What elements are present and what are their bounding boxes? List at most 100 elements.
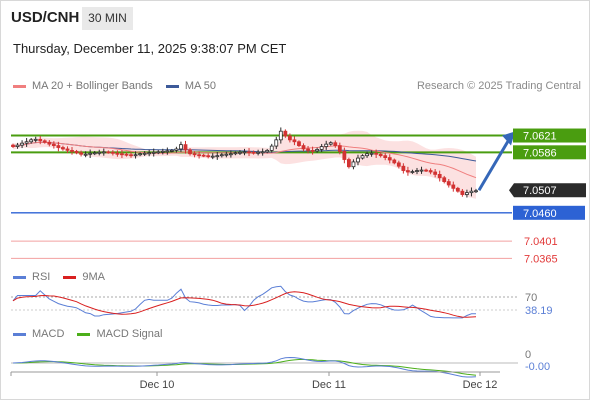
candle bbox=[129, 154, 133, 157]
candle bbox=[469, 190, 474, 194]
candle bbox=[24, 141, 29, 144]
candle bbox=[410, 171, 415, 173]
macd-signal-swatch bbox=[77, 332, 91, 336]
legend-macd-label: MACD bbox=[32, 328, 65, 340]
macd-line bbox=[12, 356, 477, 378]
candle bbox=[369, 152, 374, 155]
candle bbox=[15, 144, 20, 147]
candle bbox=[424, 169, 428, 172]
candle bbox=[233, 152, 238, 155]
level-label: 7.0365 bbox=[524, 253, 558, 265]
candle bbox=[228, 153, 233, 156]
candle bbox=[396, 162, 401, 167]
candle bbox=[115, 152, 120, 155]
candle bbox=[151, 151, 156, 154]
ma50-swatch bbox=[165, 84, 179, 88]
legend-rsi-label: RSI bbox=[32, 271, 51, 283]
candle bbox=[215, 155, 220, 158]
level-label-box bbox=[514, 183, 586, 198]
rsi-ma-line bbox=[12, 291, 477, 318]
level-label: 7.0507 bbox=[523, 185, 557, 197]
candle bbox=[238, 151, 242, 154]
macd-level-label: 0 bbox=[525, 349, 531, 361]
candle bbox=[147, 152, 152, 155]
candle bbox=[165, 150, 170, 153]
candle bbox=[419, 169, 424, 172]
candle bbox=[437, 173, 442, 179]
candle bbox=[297, 141, 301, 146]
level-label-box bbox=[513, 145, 586, 160]
candle bbox=[428, 170, 433, 173]
candle bbox=[79, 152, 83, 155]
candle bbox=[56, 145, 61, 148]
candle bbox=[210, 155, 215, 158]
candle bbox=[360, 155, 365, 159]
candle bbox=[133, 154, 138, 157]
candle bbox=[269, 145, 274, 151]
candle bbox=[283, 130, 288, 137]
candle bbox=[188, 149, 192, 155]
candle bbox=[197, 154, 202, 157]
candle bbox=[351, 161, 356, 168]
macd-signal-line bbox=[13, 359, 477, 376]
timeframe-badge[interactable]: 30 MIN bbox=[82, 7, 133, 30]
level-label-box bbox=[513, 128, 586, 143]
level-label-box bbox=[513, 205, 585, 220]
candle bbox=[442, 177, 447, 182]
candle bbox=[160, 150, 165, 153]
candle bbox=[11, 144, 15, 147]
legend-rsi-ma-label: 9MA bbox=[82, 271, 106, 283]
candle bbox=[110, 151, 115, 154]
legend-ma50: MA 50 bbox=[165, 80, 217, 92]
candle bbox=[474, 190, 478, 193]
candle bbox=[301, 145, 306, 150]
legend-rsi: RSI bbox=[13, 271, 50, 283]
level-label: 7.0586 bbox=[523, 147, 557, 159]
bollinger-band bbox=[13, 130, 476, 199]
candle bbox=[97, 151, 102, 154]
candle bbox=[251, 151, 256, 154]
candle bbox=[124, 153, 129, 156]
candle bbox=[347, 159, 351, 168]
candle bbox=[265, 149, 270, 153]
symbol-title: USD/CNH bbox=[11, 9, 80, 26]
candle bbox=[306, 148, 310, 151]
candle bbox=[315, 149, 320, 152]
macd-swatch bbox=[13, 332, 26, 336]
candle bbox=[287, 135, 292, 141]
candle bbox=[65, 148, 70, 151]
candle bbox=[256, 151, 261, 154]
chart-datetime: Thursday, December 11, 2025 9:38:07 PM C… bbox=[13, 41, 287, 56]
macd-current-label: -0.00 bbox=[525, 361, 550, 373]
candle bbox=[433, 171, 438, 175]
candle bbox=[156, 151, 161, 154]
candle bbox=[274, 139, 279, 147]
ma20-swatch bbox=[13, 84, 26, 88]
legend-ma50-label: MA 50 bbox=[184, 80, 217, 92]
candle bbox=[20, 142, 24, 146]
candle bbox=[401, 165, 406, 171]
candle bbox=[33, 138, 38, 141]
candle bbox=[74, 150, 79, 154]
candle bbox=[292, 139, 297, 143]
rsi-level-label: 70 bbox=[525, 292, 537, 304]
x-tick-label: Dec 12 bbox=[463, 379, 498, 391]
candle bbox=[378, 153, 383, 157]
candle bbox=[328, 142, 333, 145]
copyright-text: Research © 2025 Trading Central bbox=[416, 80, 581, 92]
level-label-pointer bbox=[509, 183, 514, 198]
candle bbox=[451, 184, 456, 189]
candle bbox=[324, 143, 329, 147]
candle bbox=[383, 155, 388, 158]
candle bbox=[460, 190, 465, 195]
x-tick-label: Dec 10 bbox=[140, 379, 175, 391]
candle bbox=[192, 153, 197, 156]
candle bbox=[83, 153, 88, 156]
candle bbox=[174, 148, 179, 151]
candle bbox=[415, 170, 419, 172]
candle bbox=[342, 150, 347, 160]
legend-macd-signal: MACD Signal bbox=[77, 328, 162, 340]
candle bbox=[38, 138, 43, 142]
legend-macd: MACD bbox=[13, 328, 64, 340]
